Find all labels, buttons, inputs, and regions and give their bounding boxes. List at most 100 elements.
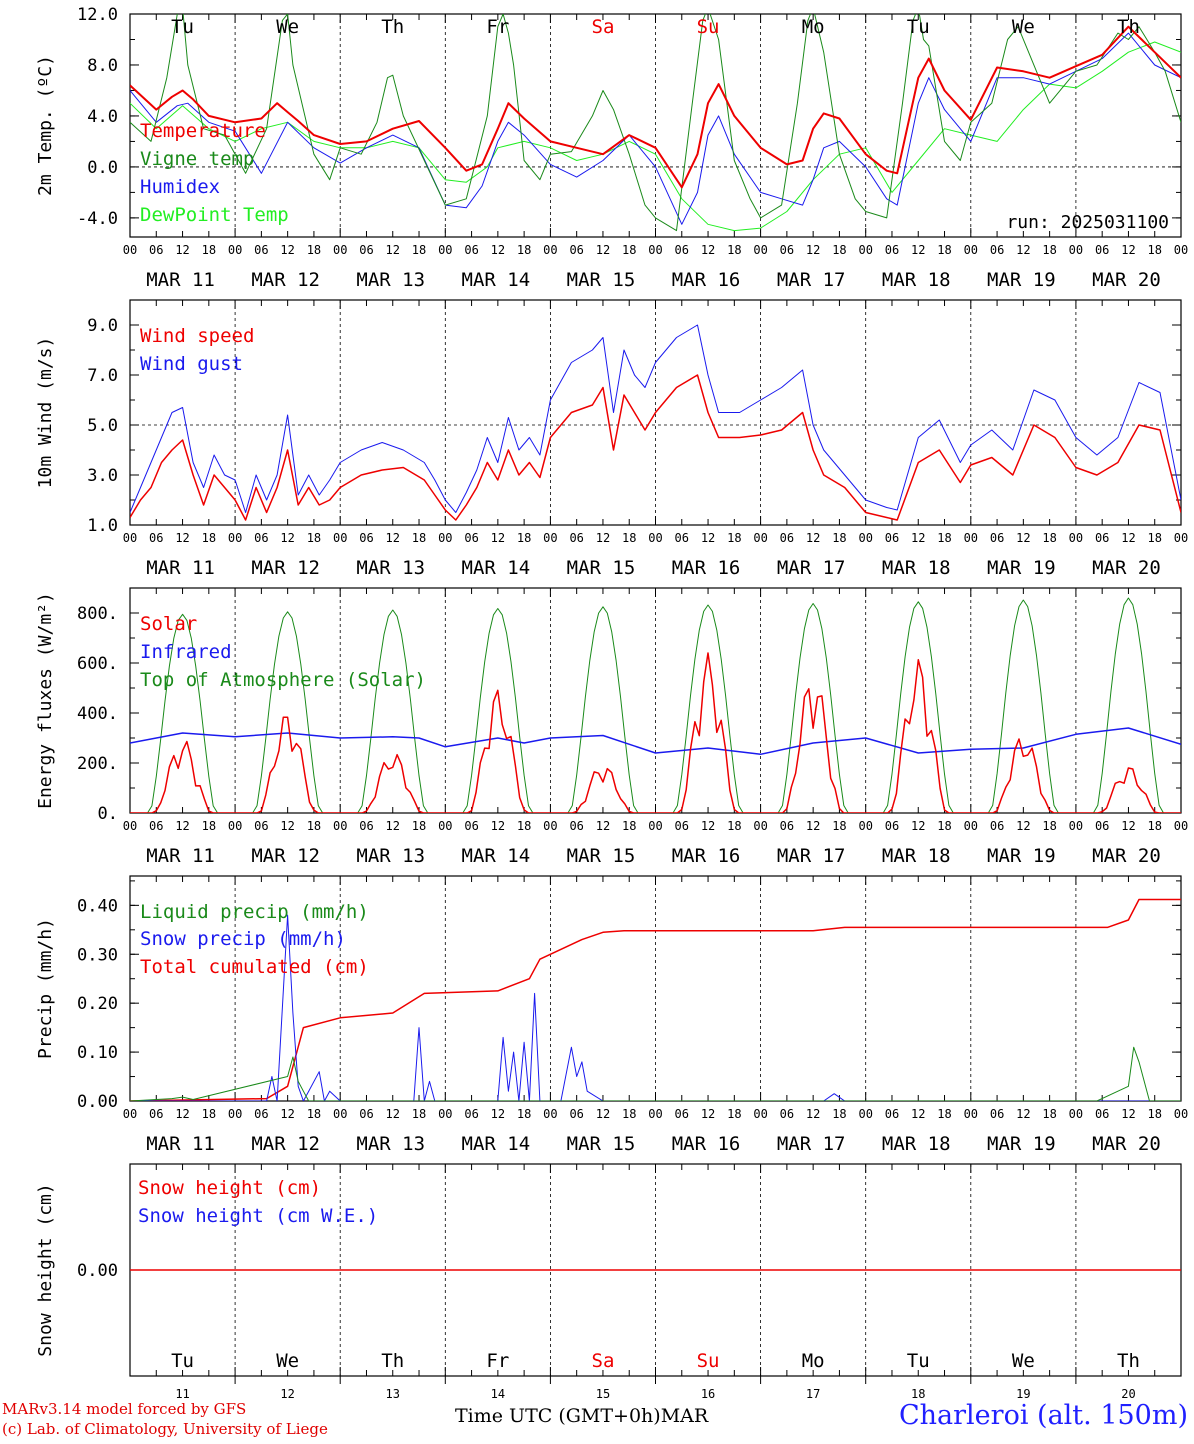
hour-label: 18 <box>727 1107 741 1121</box>
hour-label: 00 <box>753 243 767 257</box>
date-label: MAR 18 <box>882 557 951 579</box>
hour-label: 06 <box>149 819 163 833</box>
hour-label: 00 <box>333 531 347 545</box>
day-number: 18 <box>911 1387 925 1401</box>
hour-label: 18 <box>622 1107 636 1121</box>
series-line <box>130 41 1181 232</box>
hour-label: 06 <box>149 1107 163 1121</box>
y-tick-label: 0.10 <box>77 1043 118 1063</box>
day-number: 12 <box>280 1387 294 1401</box>
hour-label: 06 <box>675 1107 689 1121</box>
day-name: Sa <box>592 1350 615 1372</box>
day-name: Tu <box>907 1350 930 1372</box>
hour-label: 00 <box>964 819 978 833</box>
hour-label: 12 <box>280 531 294 545</box>
hour-label: 00 <box>438 531 452 545</box>
hour-label: 18 <box>937 819 951 833</box>
hour-label: 06 <box>464 1107 478 1121</box>
date-label: MAR 11 <box>146 269 215 291</box>
hour-label: 12 <box>806 531 820 545</box>
hour-label: 12 <box>280 1107 294 1121</box>
hour-label: 00 <box>858 531 872 545</box>
hour-label: 06 <box>254 243 268 257</box>
legend-entry: Solar <box>140 613 197 635</box>
hour-label: 12 <box>175 531 189 545</box>
y-tick-label: 8.0 <box>87 56 118 76</box>
hour-label: 00 <box>1174 819 1188 833</box>
hour-label: 00 <box>123 531 137 545</box>
hour-label: 06 <box>359 531 373 545</box>
hour-label: 00 <box>1174 1107 1188 1121</box>
day-name: We <box>276 16 299 38</box>
series-line <box>130 898 1181 1101</box>
hour-label: 06 <box>149 243 163 257</box>
hour-label: 00 <box>1069 243 1083 257</box>
hour-label: 00 <box>543 531 557 545</box>
series-line <box>130 25 1181 189</box>
y-axis-title: Precip (mm/h) <box>35 918 56 1059</box>
hour-label: 00 <box>438 819 452 833</box>
hour-label: 12 <box>1121 531 1135 545</box>
date-label: MAR 14 <box>462 557 531 579</box>
hour-label: 18 <box>1147 243 1161 257</box>
hour-label: 00 <box>438 1107 452 1121</box>
date-label: MAR 20 <box>1092 845 1161 867</box>
hour-label: 12 <box>596 243 610 257</box>
y-tick-label: 0.40 <box>77 896 118 916</box>
date-label: MAR 18 <box>882 269 951 291</box>
y-tick-label: 3.0 <box>87 466 118 486</box>
day-name: Tu <box>171 1350 194 1372</box>
day-name: Mo <box>802 1350 825 1372</box>
hour-label: 00 <box>964 531 978 545</box>
hour-label: 06 <box>464 531 478 545</box>
hour-label: 12 <box>806 819 820 833</box>
hour-label: 00 <box>123 1107 137 1121</box>
y-axis-title: Energy fluxes (W/m²) <box>35 592 56 809</box>
series-line <box>130 914 1181 1101</box>
hour-label: 12 <box>491 243 505 257</box>
panel-4 <box>129 875 1182 1102</box>
date-label: MAR 19 <box>987 269 1056 291</box>
legend-entry: Vigne temp <box>140 148 254 170</box>
date-label: MAR 11 <box>146 557 215 579</box>
hour-label: 00 <box>333 819 347 833</box>
hour-label: 18 <box>412 243 426 257</box>
y-axis-title: Snow height (cm) <box>35 1183 56 1356</box>
hour-label: 06 <box>780 819 794 833</box>
hour-label: 00 <box>228 243 242 257</box>
hour-label: 06 <box>569 243 583 257</box>
date-label: MAR 14 <box>462 269 531 291</box>
y-tick-label: 4.0 <box>87 107 118 127</box>
y-tick-label: 5.0 <box>87 416 118 436</box>
hour-label: 00 <box>228 819 242 833</box>
hour-label: 00 <box>648 243 662 257</box>
y-tick-label: 0.00 <box>77 1261 118 1281</box>
hour-label: 06 <box>1095 1107 1109 1121</box>
hour-label: 18 <box>937 1107 951 1121</box>
legend-entry: Wind speed <box>140 325 254 347</box>
series-line <box>130 374 1181 521</box>
hour-label: 12 <box>386 531 400 545</box>
hour-label: 00 <box>858 243 872 257</box>
panel-1 <box>129 13 1182 238</box>
day-name: Th <box>1117 16 1140 38</box>
date-label: MAR 20 <box>1092 1133 1161 1155</box>
hour-label: 18 <box>517 1107 531 1121</box>
date-label: MAR 17 <box>777 557 846 579</box>
legend-entry: Wind gust <box>140 353 243 375</box>
hour-label: 00 <box>753 531 767 545</box>
date-label: MAR 15 <box>567 845 636 867</box>
day-name: Su <box>697 1350 720 1372</box>
hour-label: 00 <box>228 1107 242 1121</box>
hour-label: 18 <box>1042 819 1056 833</box>
hour-label: 06 <box>780 1107 794 1121</box>
hour-label: 18 <box>832 531 846 545</box>
y-tick-label: 0.20 <box>77 994 118 1014</box>
legend-entry: Humidex <box>140 176 220 198</box>
series-line <box>130 597 1181 813</box>
lab-credit: (c) Lab. of Climatology, University of L… <box>2 1420 328 1438</box>
day-name: Th <box>1117 1350 1140 1372</box>
hour-label: 00 <box>858 1107 872 1121</box>
date-label: MAR 13 <box>356 1133 425 1155</box>
day-name: We <box>1012 1350 1035 1372</box>
